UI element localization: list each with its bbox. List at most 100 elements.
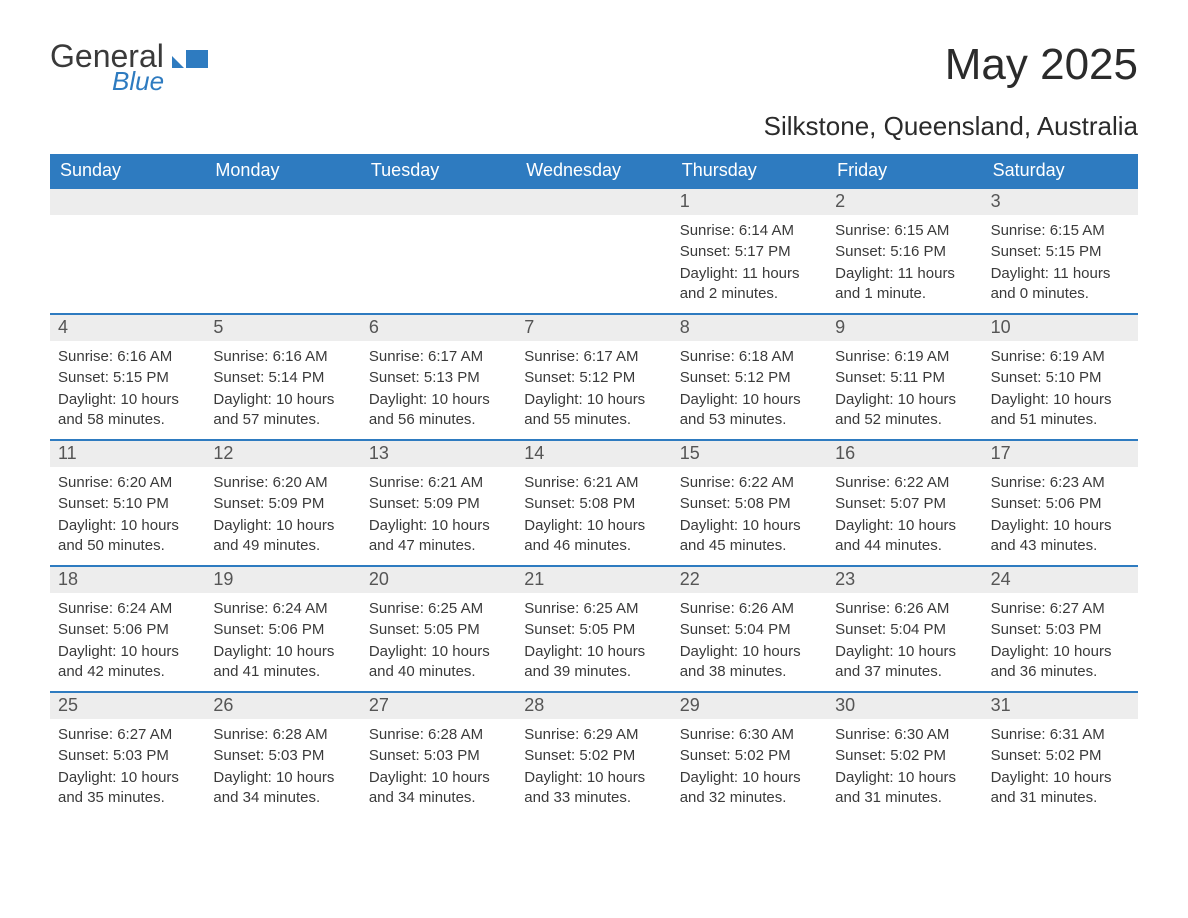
daynum-row: 2 (827, 189, 982, 215)
sunrise-label: Sunrise: (680, 222, 735, 239)
sunset-line: Sunset: 5:06 PM (991, 494, 1130, 514)
day-header: Saturday (983, 154, 1138, 189)
day-number: 25 (58, 695, 78, 715)
daylight-label: Daylight: (680, 391, 738, 408)
sunrise-line: Sunrise: 6:20 AM (58, 473, 197, 493)
sunrise-label: Sunrise: (213, 474, 268, 491)
daylight-line: Daylight: 10 hours and 43 minutes. (991, 516, 1130, 557)
daylight-label: Daylight: (213, 391, 271, 408)
daylight-line: Daylight: 11 hours and 1 minute. (835, 264, 974, 305)
calendar-cell: 1Sunrise: 6:14 AMSunset: 5:17 PMDaylight… (672, 189, 827, 313)
daylight-label: Daylight: (213, 643, 271, 660)
sunrise-value: 6:16 AM (273, 348, 328, 365)
day-data: Sunrise: 6:15 AMSunset: 5:16 PMDaylight:… (827, 215, 982, 313)
daylight-line: Daylight: 10 hours and 37 minutes. (835, 642, 974, 683)
daylight-label: Daylight: (369, 643, 427, 660)
sunset-value: 5:10 PM (113, 495, 169, 512)
daynum-row: 21 (516, 567, 671, 593)
daynum-row: 10 (983, 315, 1138, 341)
daylight-label: Daylight: (835, 265, 893, 282)
sunset-line: Sunset: 5:09 PM (213, 494, 352, 514)
sunset-value: 5:02 PM (1046, 747, 1102, 764)
sunrise-value: 6:21 AM (428, 474, 483, 491)
sunrise-line: Sunrise: 6:26 AM (680, 599, 819, 619)
calendar-cell: 12Sunrise: 6:20 AMSunset: 5:09 PMDayligh… (205, 441, 360, 565)
sunset-label: Sunset: (524, 495, 575, 512)
sunrise-value: 6:24 AM (117, 600, 172, 617)
daylight-label: Daylight: (991, 517, 1049, 534)
daylight-label: Daylight: (213, 517, 271, 534)
sunrise-label: Sunrise: (835, 726, 890, 743)
sunset-label: Sunset: (835, 369, 886, 386)
sunset-line: Sunset: 5:08 PM (680, 494, 819, 514)
calendar-cell: 5Sunrise: 6:16 AMSunset: 5:14 PMDaylight… (205, 315, 360, 439)
daylight-label: Daylight: (991, 391, 1049, 408)
daylight-line: Daylight: 10 hours and 47 minutes. (369, 516, 508, 557)
daylight-label: Daylight: (58, 517, 116, 534)
sunset-label: Sunset: (369, 495, 420, 512)
sunset-label: Sunset: (835, 747, 886, 764)
sunrise-label: Sunrise: (213, 726, 268, 743)
day-data: Sunrise: 6:16 AMSunset: 5:15 PMDaylight:… (50, 341, 205, 439)
sunrise-line: Sunrise: 6:20 AM (213, 473, 352, 493)
sunrise-label: Sunrise: (680, 726, 735, 743)
calendar-cell: 24Sunrise: 6:27 AMSunset: 5:03 PMDayligh… (983, 567, 1138, 691)
daylight-line: Daylight: 10 hours and 34 minutes. (369, 768, 508, 809)
daylight-label: Daylight: (524, 643, 582, 660)
sunrise-line: Sunrise: 6:22 AM (835, 473, 974, 493)
daylight-label: Daylight: (524, 769, 582, 786)
calendar-cell: 17Sunrise: 6:23 AMSunset: 5:06 PMDayligh… (983, 441, 1138, 565)
sunset-label: Sunset: (835, 621, 886, 638)
sunset-line: Sunset: 5:02 PM (835, 746, 974, 766)
sunset-line: Sunset: 5:17 PM (680, 242, 819, 262)
sunrise-label: Sunrise: (680, 474, 735, 491)
calendar-cell: 18Sunrise: 6:24 AMSunset: 5:06 PMDayligh… (50, 567, 205, 691)
sunrise-label: Sunrise: (680, 348, 735, 365)
daylight-line: Daylight: 10 hours and 52 minutes. (835, 390, 974, 431)
sunrise-line: Sunrise: 6:16 AM (213, 347, 352, 367)
sunset-value: 5:14 PM (268, 369, 324, 386)
calendar-cell: 25 Sunrise: 6:27 AMSunset: 5:03 PMDayligh… (50, 693, 205, 817)
calendar-cell: 30Sunrise: 6:30 AMSunset: 5:02 PMDayligh… (827, 693, 982, 817)
daynum-row: 29 (672, 693, 827, 719)
daylight-line: Daylight: 10 hours and 32 minutes. (680, 768, 819, 809)
day-number: 1 (680, 191, 690, 211)
day-number: 27 (369, 695, 389, 715)
sunset-line: Sunset: 5:09 PM (369, 494, 508, 514)
day-data: Sunrise: 6:28 AMSunset: 5:03 PMDaylight:… (205, 719, 360, 817)
day-number: 20 (369, 569, 389, 589)
sunset-value: 5:09 PM (268, 495, 324, 512)
sunrise-line: Sunrise: 6:28 AM (213, 725, 352, 745)
day-number: 24 (991, 569, 1011, 589)
day-data: Sunrise: 6:31 AMSunset: 5:02 PMDaylight:… (983, 719, 1138, 817)
daylight-line: Daylight: 10 hours and 57 minutes. (213, 390, 352, 431)
day-number: 29 (680, 695, 700, 715)
daynum-row: 4 (50, 315, 205, 341)
sunset-label: Sunset: (524, 369, 575, 386)
sunrise-line: Sunrise: 6:26 AM (835, 599, 974, 619)
day-headers-row: SundayMondayTuesdayWednesdayThursdayFrid… (50, 154, 1138, 189)
calendar: SundayMondayTuesdayWednesdayThursdayFrid… (50, 154, 1138, 817)
daylight-line: Daylight: 11 hours and 0 minutes. (991, 264, 1130, 305)
calendar-cell: 21Sunrise: 6:25 AMSunset: 5:05 PMDayligh… (516, 567, 671, 691)
sunrise-line: Sunrise: 6:27 AM (991, 599, 1130, 619)
sunrise-value: 6:27 AM (1050, 600, 1105, 617)
sunrise-label: Sunrise: (58, 348, 113, 365)
day-data: Sunrise: 6:21 AMSunset: 5:08 PMDaylight:… (516, 467, 671, 565)
sunrise-label: Sunrise: (991, 222, 1046, 239)
sunset-line: Sunset: 5:14 PM (213, 368, 352, 388)
sunset-value: 5:02 PM (890, 747, 946, 764)
sunrise-value: 6:14 AM (739, 222, 794, 239)
sunset-line: Sunset: 5:13 PM (369, 368, 508, 388)
sunrise-line: Sunrise: 6:30 AM (835, 725, 974, 745)
daylight-label: Daylight: (524, 391, 582, 408)
day-data: Sunrise: 6:27 AMSunset: 5:03 PMDaylight:… (50, 719, 205, 817)
sunrise-line: Sunrise: 6:15 AM (991, 221, 1130, 241)
sunset-label: Sunset: (991, 495, 1042, 512)
day-number: 31 (991, 695, 1011, 715)
calendar-cell (205, 189, 360, 313)
sunrise-label: Sunrise: (680, 600, 735, 617)
daylight-line: Daylight: 10 hours and 39 minutes. (524, 642, 663, 683)
sunset-line: Sunset: 5:03 PM (369, 746, 508, 766)
daynum-row: 24 (983, 567, 1138, 593)
